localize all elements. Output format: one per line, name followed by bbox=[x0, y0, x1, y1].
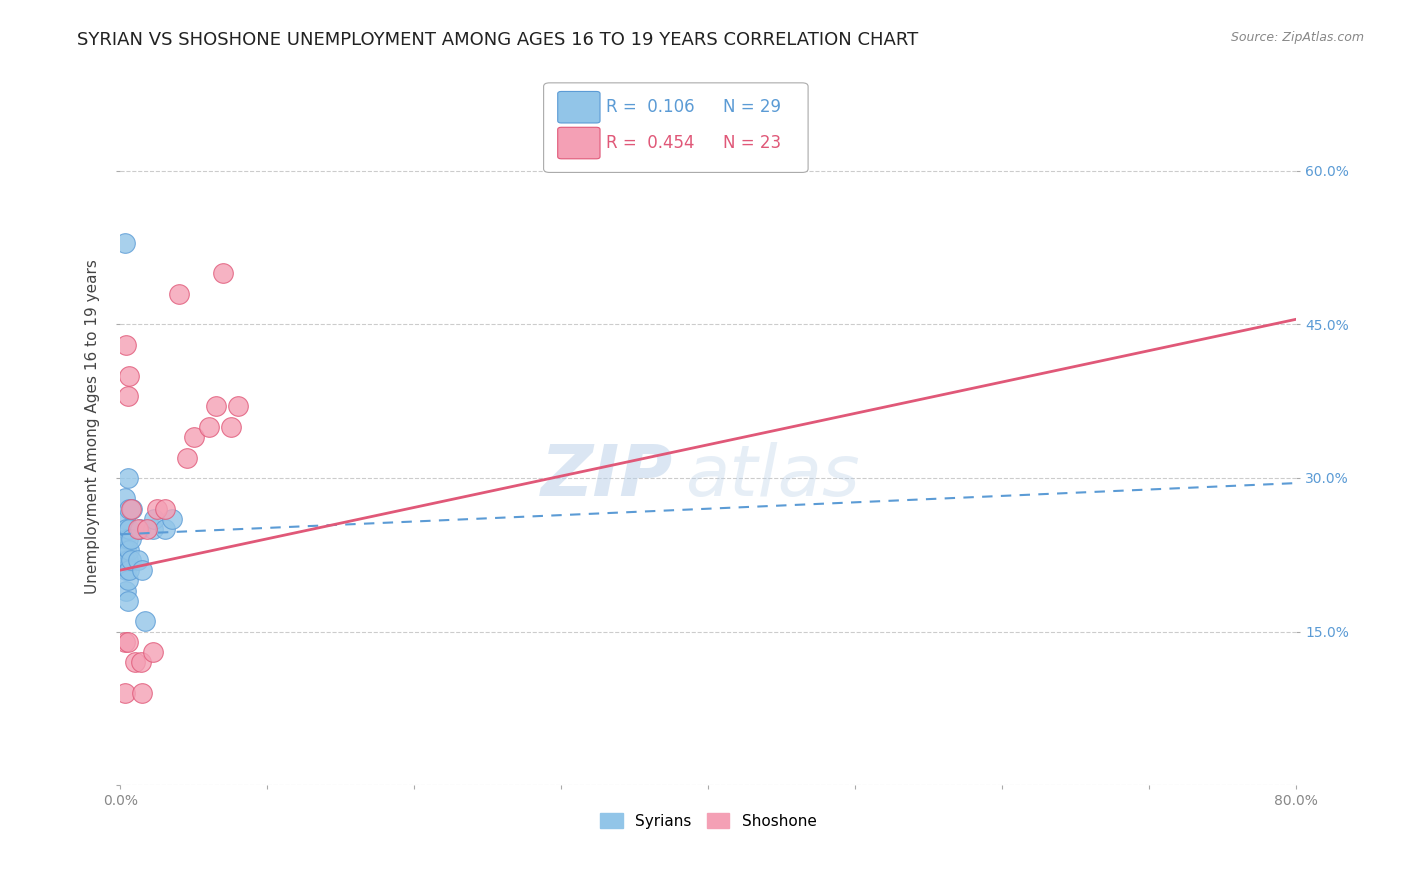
Text: R =  0.106: R = 0.106 bbox=[606, 98, 695, 116]
Point bbox=[197, 419, 219, 434]
Point bbox=[115, 522, 138, 536]
FancyBboxPatch shape bbox=[558, 92, 600, 123]
Point bbox=[219, 419, 242, 434]
Point bbox=[114, 533, 136, 547]
Point bbox=[117, 471, 139, 485]
Point bbox=[183, 430, 205, 444]
Point bbox=[212, 266, 235, 280]
Text: N = 23: N = 23 bbox=[724, 134, 782, 152]
Text: ZIP: ZIP bbox=[541, 442, 673, 511]
Point bbox=[135, 522, 157, 536]
Point bbox=[114, 235, 136, 250]
FancyBboxPatch shape bbox=[544, 83, 808, 172]
Point bbox=[176, 450, 198, 465]
Text: atlas: atlas bbox=[685, 442, 859, 511]
Point bbox=[117, 553, 139, 567]
Point bbox=[115, 583, 138, 598]
Point bbox=[114, 634, 136, 648]
Y-axis label: Unemployment Among Ages 16 to 19 years: Unemployment Among Ages 16 to 19 years bbox=[86, 260, 100, 594]
Point bbox=[127, 522, 149, 536]
Point bbox=[131, 686, 153, 700]
Point bbox=[226, 400, 249, 414]
Point bbox=[153, 522, 176, 536]
Point bbox=[134, 615, 156, 629]
Point bbox=[205, 400, 228, 414]
Text: SYRIAN VS SHOSHONE UNEMPLOYMENT AMONG AGES 16 TO 19 YEARS CORRELATION CHART: SYRIAN VS SHOSHONE UNEMPLOYMENT AMONG AG… bbox=[77, 31, 918, 49]
Point bbox=[118, 501, 141, 516]
Text: Source: ZipAtlas.com: Source: ZipAtlas.com bbox=[1230, 31, 1364, 45]
Point bbox=[118, 563, 141, 577]
Legend: Syrians, Shoshone: Syrians, Shoshone bbox=[593, 806, 823, 835]
Point bbox=[117, 574, 139, 588]
Point bbox=[115, 338, 138, 352]
Point bbox=[114, 512, 136, 526]
Point bbox=[118, 542, 141, 557]
Point bbox=[120, 501, 142, 516]
Point bbox=[153, 501, 176, 516]
Point bbox=[115, 542, 138, 557]
Point bbox=[142, 645, 165, 659]
Point bbox=[127, 553, 149, 567]
Point bbox=[146, 501, 169, 516]
Point bbox=[118, 368, 141, 383]
Point bbox=[142, 522, 165, 536]
Point bbox=[131, 563, 153, 577]
Point bbox=[120, 553, 142, 567]
Point bbox=[143, 512, 166, 526]
Point bbox=[124, 655, 146, 669]
Text: N = 29: N = 29 bbox=[724, 98, 782, 116]
Point bbox=[120, 533, 142, 547]
Point bbox=[114, 553, 136, 567]
Point bbox=[114, 686, 136, 700]
Point bbox=[167, 286, 190, 301]
Point bbox=[117, 389, 139, 403]
Text: R =  0.454: R = 0.454 bbox=[606, 134, 695, 152]
Point bbox=[128, 522, 150, 536]
Point bbox=[114, 491, 136, 506]
FancyBboxPatch shape bbox=[558, 128, 600, 159]
Point bbox=[118, 522, 141, 536]
Point bbox=[129, 655, 152, 669]
Point bbox=[160, 512, 183, 526]
Point bbox=[117, 533, 139, 547]
Point bbox=[117, 594, 139, 608]
Point bbox=[115, 563, 138, 577]
Point bbox=[121, 501, 143, 516]
Point bbox=[117, 634, 139, 648]
